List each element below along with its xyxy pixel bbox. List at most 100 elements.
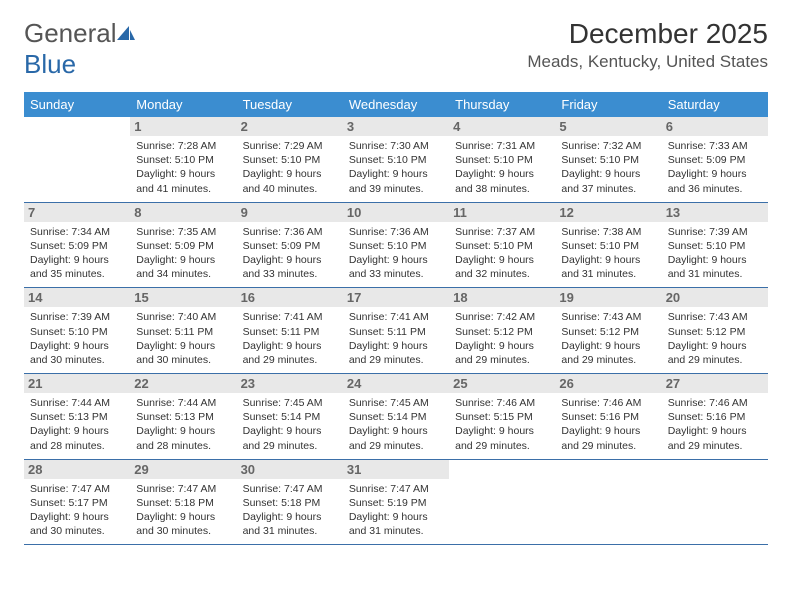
day-number: 27 bbox=[662, 374, 768, 393]
day-cell: 25 Sunrise: 7:46 AMSunset: 5:15 PMDayligh… bbox=[449, 374, 555, 459]
logo-part1: General bbox=[24, 18, 117, 48]
day-cell: 14Sunrise: 7:39 AMSunset: 5:10 PMDayligh… bbox=[24, 288, 130, 373]
week-row: 7 Sunrise: 7:34 AMSunset: 5:09 PMDaylight… bbox=[24, 203, 768, 289]
day-cell bbox=[24, 117, 130, 202]
day-header-monday: Monday bbox=[130, 92, 236, 117]
day-number: 9 bbox=[237, 203, 343, 222]
day-cell: 13 Sunrise: 7:39 AMSunset: 5:10 PMDayligh… bbox=[662, 203, 768, 288]
day-info: Sunrise: 7:29 AMSunset: 5:10 PMDaylight:… bbox=[243, 139, 337, 196]
day-info: Sunrise: 7:40 AMSunset: 5:11 PMDaylight:… bbox=[136, 310, 230, 367]
day-cell: 9 Sunrise: 7:36 AMSunset: 5:09 PMDaylight… bbox=[237, 203, 343, 288]
day-info: Sunrise: 7:30 AMSunset: 5:10 PMDaylight:… bbox=[349, 139, 443, 196]
day-number: 13 bbox=[662, 203, 768, 222]
day-cell bbox=[449, 460, 555, 545]
day-cell: 3 Sunrise: 7:30 AMSunset: 5:10 PMDaylight… bbox=[343, 117, 449, 202]
day-info: Sunrise: 7:41 AMSunset: 5:11 PMDaylight:… bbox=[243, 310, 337, 367]
day-header-row: SundayMondayTuesdayWednesdayThursdayFrid… bbox=[24, 92, 768, 117]
day-info: Sunrise: 7:44 AMSunset: 5:13 PMDaylight:… bbox=[30, 396, 124, 453]
day-number: 21 bbox=[24, 374, 130, 393]
day-info: Sunrise: 7:46 AMSunset: 5:16 PMDaylight:… bbox=[561, 396, 655, 453]
day-info: Sunrise: 7:35 AMSunset: 5:09 PMDaylight:… bbox=[136, 225, 230, 282]
day-cell: 23 Sunrise: 7:45 AMSunset: 5:14 PMDayligh… bbox=[237, 374, 343, 459]
day-cell: 6 Sunrise: 7:33 AMSunset: 5:09 PMDaylight… bbox=[662, 117, 768, 202]
week-row: 14Sunrise: 7:39 AMSunset: 5:10 PMDayligh… bbox=[24, 288, 768, 374]
day-cell: 12Sunrise: 7:38 AMSunset: 5:10 PMDayligh… bbox=[555, 203, 661, 288]
day-info: Sunrise: 7:43 AMSunset: 5:12 PMDaylight:… bbox=[561, 310, 655, 367]
day-info: Sunrise: 7:45 AMSunset: 5:14 PMDaylight:… bbox=[349, 396, 443, 453]
day-cell: 10Sunrise: 7:36 AMSunset: 5:10 PMDayligh… bbox=[343, 203, 449, 288]
day-info: Sunrise: 7:39 AMSunset: 5:10 PMDaylight:… bbox=[30, 310, 124, 367]
day-cell: 11Sunrise: 7:37 AMSunset: 5:10 PMDayligh… bbox=[449, 203, 555, 288]
calendar: SundayMondayTuesdayWednesdayThursdayFrid… bbox=[24, 92, 768, 545]
day-number: 31 bbox=[343, 460, 449, 479]
logo-part2: Blue bbox=[24, 49, 76, 79]
day-cell: 2Sunrise: 7:29 AMSunset: 5:10 PMDaylight… bbox=[237, 117, 343, 202]
sail-icon bbox=[115, 18, 137, 36]
day-number: 6 bbox=[662, 117, 768, 136]
day-header-wednesday: Wednesday bbox=[343, 92, 449, 117]
day-number: 30 bbox=[237, 460, 343, 479]
day-cell: 17Sunrise: 7:41 AMSunset: 5:11 PMDayligh… bbox=[343, 288, 449, 373]
day-number: 19 bbox=[555, 288, 661, 307]
week-row: 1Sunrise: 7:28 AMSunset: 5:10 PMDaylight… bbox=[24, 117, 768, 203]
title-block: December 2025 Meads, Kentucky, United St… bbox=[527, 18, 768, 72]
day-info: Sunrise: 7:46 AMSunset: 5:16 PMDaylight:… bbox=[668, 396, 762, 453]
day-number: 4 bbox=[449, 117, 555, 136]
day-info: Sunrise: 7:42 AMSunset: 5:12 PMDaylight:… bbox=[455, 310, 549, 367]
day-info: Sunrise: 7:36 AMSunset: 5:10 PMDaylight:… bbox=[349, 225, 443, 282]
day-cell bbox=[555, 460, 661, 545]
day-cell: 20 Sunrise: 7:43 AMSunset: 5:12 PMDayligh… bbox=[662, 288, 768, 373]
day-number: 3 bbox=[343, 117, 449, 136]
day-number: 23 bbox=[237, 374, 343, 393]
day-number: 29 bbox=[130, 460, 236, 479]
day-cell: 29Sunrise: 7:47 AMSunset: 5:18 PMDayligh… bbox=[130, 460, 236, 545]
day-info: Sunrise: 7:47 AMSunset: 5:19 PMDaylight:… bbox=[349, 482, 443, 539]
week-row: 28Sunrise: 7:47 AMSunset: 5:17 PMDayligh… bbox=[24, 460, 768, 546]
day-cell: 27 Sunrise: 7:46 AMSunset: 5:16 PMDayligh… bbox=[662, 374, 768, 459]
day-number: 15 bbox=[130, 288, 236, 307]
day-header-sunday: Sunday bbox=[24, 92, 130, 117]
logo: GeneralBlue bbox=[24, 18, 137, 80]
day-info: Sunrise: 7:33 AMSunset: 5:09 PMDaylight:… bbox=[668, 139, 762, 196]
day-info: Sunrise: 7:43 AMSunset: 5:12 PMDaylight:… bbox=[668, 310, 762, 367]
day-number: 8 bbox=[130, 203, 236, 222]
day-number: 20 bbox=[662, 288, 768, 307]
day-number: 28 bbox=[24, 460, 130, 479]
day-number: 18 bbox=[449, 288, 555, 307]
day-cell: 1Sunrise: 7:28 AMSunset: 5:10 PMDaylight… bbox=[130, 117, 236, 202]
day-header-tuesday: Tuesday bbox=[237, 92, 343, 117]
day-info: Sunrise: 7:34 AMSunset: 5:09 PMDaylight:… bbox=[30, 225, 124, 282]
header: GeneralBlue December 2025 Meads, Kentuck… bbox=[24, 18, 768, 80]
day-number: 26 bbox=[555, 374, 661, 393]
day-cell: 19 Sunrise: 7:43 AMSunset: 5:12 PMDayligh… bbox=[555, 288, 661, 373]
day-cell: 21 Sunrise: 7:44 AMSunset: 5:13 PMDayligh… bbox=[24, 374, 130, 459]
day-info: Sunrise: 7:36 AMSunset: 5:09 PMDaylight:… bbox=[243, 225, 337, 282]
day-header-friday: Friday bbox=[555, 92, 661, 117]
week-row: 21 Sunrise: 7:44 AMSunset: 5:13 PMDayligh… bbox=[24, 374, 768, 460]
day-number: 25 bbox=[449, 374, 555, 393]
day-info: Sunrise: 7:47 AMSunset: 5:18 PMDaylight:… bbox=[243, 482, 337, 539]
day-info: Sunrise: 7:28 AMSunset: 5:10 PMDaylight:… bbox=[136, 139, 230, 196]
day-cell: 28Sunrise: 7:47 AMSunset: 5:17 PMDayligh… bbox=[24, 460, 130, 545]
day-info: Sunrise: 7:31 AMSunset: 5:10 PMDaylight:… bbox=[455, 139, 549, 196]
day-number: 24 bbox=[343, 374, 449, 393]
day-cell: 26 Sunrise: 7:46 AMSunset: 5:16 PMDayligh… bbox=[555, 374, 661, 459]
day-info: Sunrise: 7:32 AMSunset: 5:10 PMDaylight:… bbox=[561, 139, 655, 196]
day-cell: 30 Sunrise: 7:47 AMSunset: 5:18 PMDayligh… bbox=[237, 460, 343, 545]
day-info: Sunrise: 7:38 AMSunset: 5:10 PMDaylight:… bbox=[561, 225, 655, 282]
day-cell: 7 Sunrise: 7:34 AMSunset: 5:09 PMDaylight… bbox=[24, 203, 130, 288]
day-number: 22 bbox=[130, 374, 236, 393]
day-cell: 15 Sunrise: 7:40 AMSunset: 5:11 PMDayligh… bbox=[130, 288, 236, 373]
day-cell: 24 Sunrise: 7:45 AMSunset: 5:14 PMDayligh… bbox=[343, 374, 449, 459]
day-info: Sunrise: 7:39 AMSunset: 5:10 PMDaylight:… bbox=[668, 225, 762, 282]
day-info: Sunrise: 7:46 AMSunset: 5:15 PMDaylight:… bbox=[455, 396, 549, 453]
day-info: Sunrise: 7:45 AMSunset: 5:14 PMDaylight:… bbox=[243, 396, 337, 453]
day-number: 11 bbox=[449, 203, 555, 222]
day-cell: 8 Sunrise: 7:35 AMSunset: 5:09 PMDaylight… bbox=[130, 203, 236, 288]
month-title: December 2025 bbox=[527, 18, 768, 50]
day-number: 7 bbox=[24, 203, 130, 222]
day-number: 17 bbox=[343, 288, 449, 307]
day-cell: 16Sunrise: 7:41 AMSunset: 5:11 PMDayligh… bbox=[237, 288, 343, 373]
day-cell: 4 Sunrise: 7:31 AMSunset: 5:10 PMDaylight… bbox=[449, 117, 555, 202]
day-info: Sunrise: 7:44 AMSunset: 5:13 PMDaylight:… bbox=[136, 396, 230, 453]
